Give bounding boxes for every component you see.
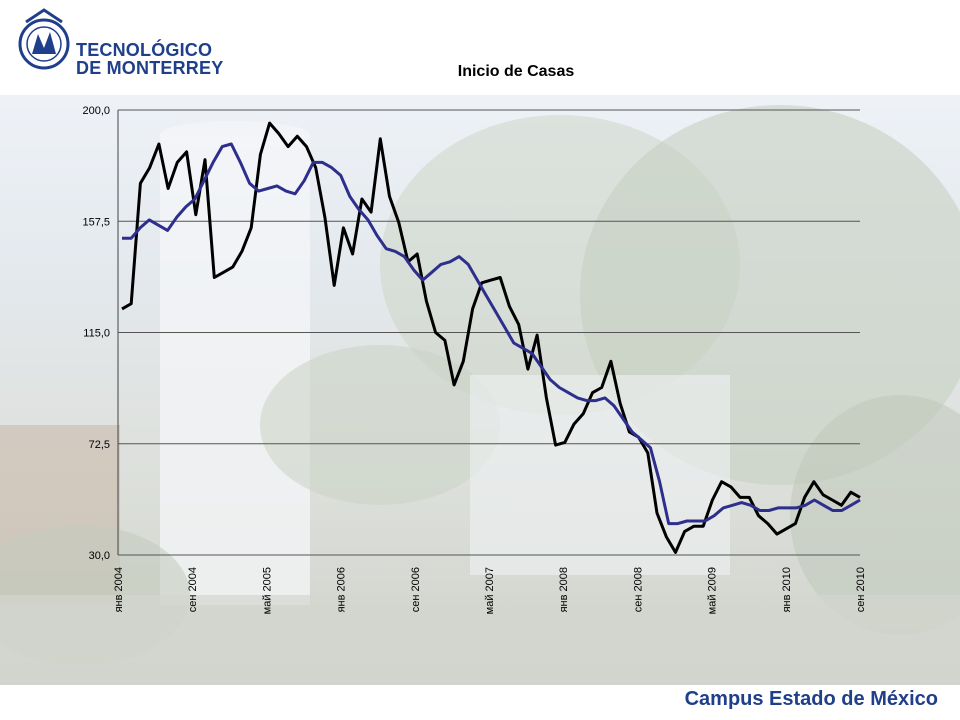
campus-photo-shapes [0,105,960,685]
series-line-1 [121,121,861,554]
x-tick-label: янв 2008 [558,567,570,612]
x-tick-label: сен 2010 [855,567,867,612]
footer-bar [0,685,960,720]
chart-title: Inicio de Casas [457,63,575,80]
grid-lines [117,109,860,556]
y-tick-label: 30,0 [89,550,110,562]
x-tick-label: май 2005 [261,567,273,614]
tec-seal-icon [18,8,70,70]
x-tick-label: май 2007 [484,567,496,614]
x-tick-label: янв 2006 [336,567,348,612]
x-tick-label: янв 2004 [113,567,125,612]
x-tick-label: янв 2010 [781,567,793,612]
x-tick-label: сен 2006 [410,567,422,612]
campus-name: Campus Estado de México [684,688,938,710]
y-tick-label: 72,5 [89,439,110,451]
series-lines [121,121,861,554]
y-tick-label: 115,0 [83,328,110,340]
y-axis-ticks: 200,0 157,5 115,0 72,5 30,0 [82,105,110,562]
logo-line2: DE MONTERREY [76,58,224,78]
x-tick-label: сен 2004 [187,567,199,612]
logo-line1: TECNOLÓGICO [76,40,213,60]
background-photo [0,95,960,685]
x-tick-label: май 2009 [707,567,719,614]
series-line-2 [122,142,861,526]
y-tick-label: 200,0 [82,105,110,117]
x-axis-ticks: янв 2004 сен 2004 май 2005 янв 2006 сен 2006… [113,567,867,614]
x-tick-label: сен 2008 [632,567,644,612]
y-tick-label: 157,5 [82,216,110,228]
tec-logo: TECNOLÓGICO DE MONTERREY [18,8,223,80]
